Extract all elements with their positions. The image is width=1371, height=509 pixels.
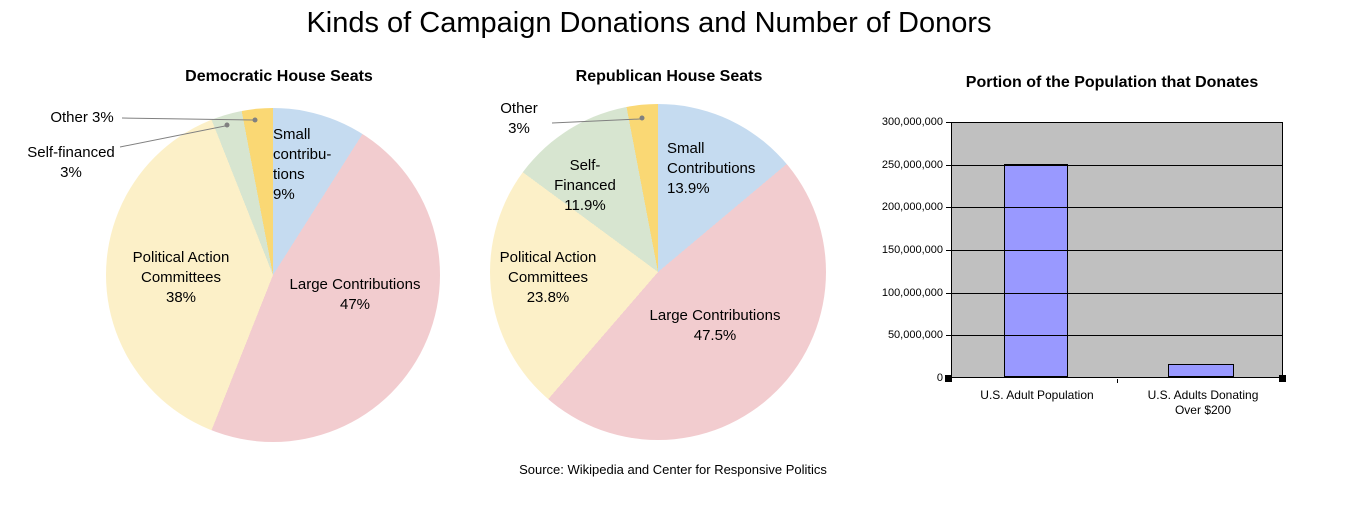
y-gridline <box>952 207 1282 208</box>
pie-label-dem-small-contributions: Small contribu- tions 9% <box>273 126 332 203</box>
x-axis-category-tick <box>1117 379 1118 383</box>
y-gridline <box>952 165 1282 166</box>
bar-us-adults-donating <box>1168 364 1234 377</box>
bar-chart-title: Portion of the Population that Donates <box>965 74 1259 91</box>
y-tick-mark <box>946 207 951 208</box>
y-tick-label: 50,000,000 <box>887 329 943 341</box>
democratic-pie <box>106 108 440 442</box>
source-note: Source: Wikipedia and Center for Respons… <box>519 462 827 477</box>
y-tick-label: 200,000,000 <box>881 201 943 213</box>
pie-label-dem-large-contributions: Large Contributions 47% <box>289 276 421 313</box>
pie-label-rep-pac: Political Action Committees 23.8% <box>499 249 597 306</box>
selection-handle-left[interactable] <box>945 375 952 382</box>
x-label-us-adults-donating: U.S. Adults Donating Over $200 <box>1147 388 1259 417</box>
y-tick-label: 100,000,000 <box>881 287 943 299</box>
y-tick-mark <box>946 165 951 166</box>
selection-handle-right[interactable] <box>1279 375 1286 382</box>
page-title: Kinds of Campaign Donations and Number o… <box>306 7 992 39</box>
pie-label-dem-pac: Political Action Committees 38% <box>132 249 230 306</box>
y-tick-mark <box>946 250 951 251</box>
pie-label-rep-small-contributions: Small Contributions 13.9% <box>667 140 756 197</box>
pie-label-dem-other: Other 3% <box>50 109 114 126</box>
y-gridline <box>952 293 1282 294</box>
bar-plot-area <box>951 122 1283 378</box>
y-tick-label: 150,000,000 <box>881 244 943 256</box>
y-gridline <box>952 335 1282 336</box>
y-gridline <box>952 250 1282 251</box>
pie-label-rep-other: Other 3% <box>500 100 538 137</box>
y-tick-mark <box>946 122 951 123</box>
y-tick-label: 250,000,000 <box>881 159 943 171</box>
pie-title-democratic: Democratic House Seats <box>185 68 373 85</box>
x-label-us-adult-population: U.S. Adult Population <box>980 388 1094 402</box>
pie-label-rep-large-contributions: Large Contributions 47.5% <box>649 307 781 344</box>
pie-title-republican: Republican House Seats <box>575 68 763 85</box>
y-tick-label: 0 <box>936 372 943 384</box>
pie-label-rep-self-financed: Self- Financed 11.9% <box>554 157 616 214</box>
y-tick-label: 300,000,000 <box>881 116 943 128</box>
y-tick-mark <box>946 335 951 336</box>
pie-label-dem-self-financed: Self-financed 3% <box>27 144 115 181</box>
y-tick-mark <box>946 293 951 294</box>
republican-pie <box>490 104 826 440</box>
bar-us-adult-population <box>1004 164 1068 377</box>
